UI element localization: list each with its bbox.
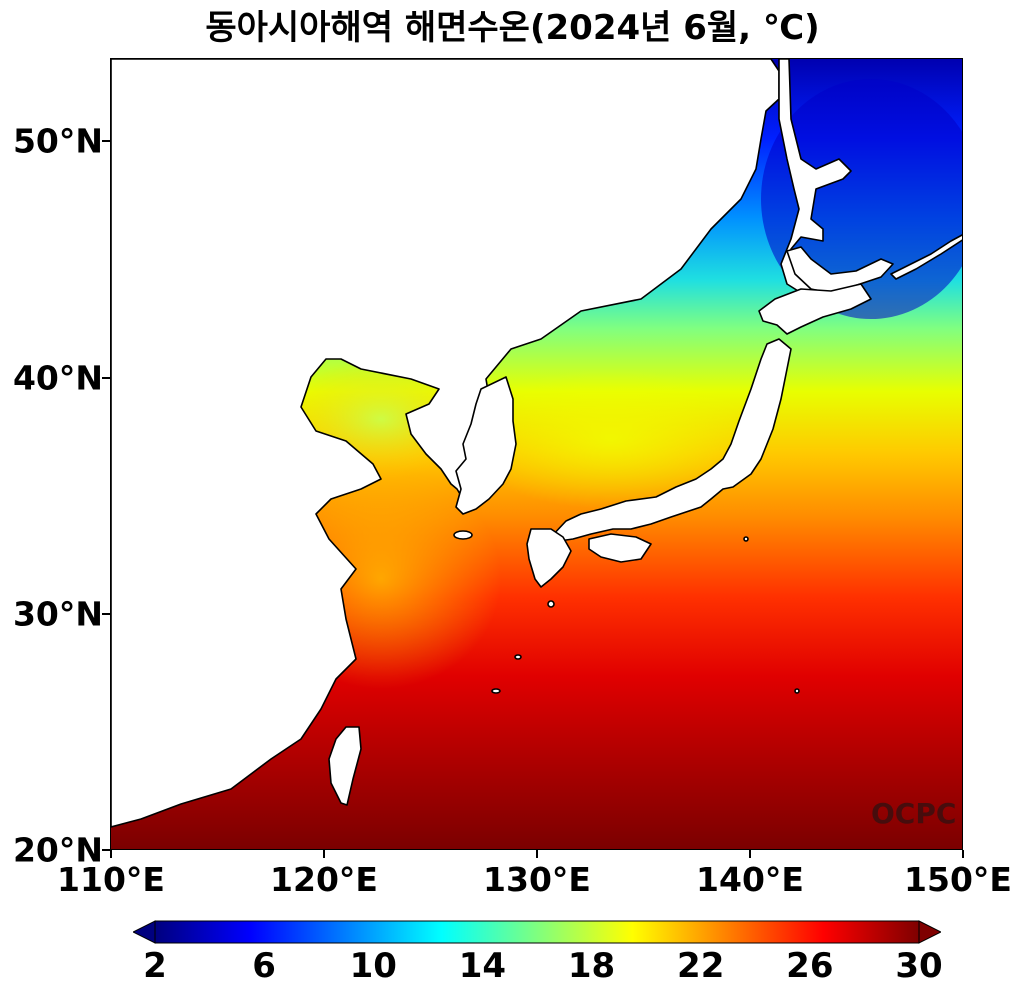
x-tick-130 <box>536 850 538 858</box>
x-tick-150 <box>962 850 964 858</box>
y-tick-label-40n: 40°N <box>12 358 103 398</box>
jeju-island <box>453 530 473 540</box>
sst-map-svg: OCPC <box>111 59 962 849</box>
land-masses <box>111 59 962 828</box>
y-tick-20 <box>102 849 110 851</box>
ogasawara-island <box>794 688 800 694</box>
y-tick-30 <box>102 613 110 615</box>
y-tick-label-30n: 30°N <box>12 594 103 634</box>
korean-peninsula <box>455 376 517 515</box>
x-tick-120 <box>323 850 325 858</box>
kuril-islands <box>890 234 962 280</box>
ryukyu-island-3 <box>547 600 555 608</box>
x-tick-label-110e: 110°E <box>57 860 165 899</box>
colorbar-tick-label: 2 <box>143 946 167 986</box>
hokkaido-main <box>758 283 872 335</box>
x-tick-label-120e: 120°E <box>270 860 378 899</box>
colorbar-min-extend <box>133 920 156 944</box>
ocpc-logo: OCPC <box>871 797 956 830</box>
y-tick-50 <box>102 140 110 142</box>
east-sea-area <box>461 369 761 509</box>
colorbar-max-extend <box>918 920 941 944</box>
colorbar-tick-label: 18 <box>567 946 616 986</box>
colorbar-tick-label: 10 <box>349 946 397 986</box>
y-tick-label-50n: 50°N <box>12 121 103 161</box>
ryukyu-island-2 <box>514 654 522 660</box>
sst-map: OCPC <box>110 58 963 850</box>
y-tick-label-20n: 20°N <box>12 830 103 870</box>
map-title: 동아시아해역 해면수온(2024년 6월, ℃) <box>205 8 820 48</box>
colorbar-tick-label: 22 <box>677 946 725 986</box>
x-tick-140 <box>749 850 751 858</box>
izu-island <box>743 536 749 542</box>
colorbar-tick-label: 30 <box>895 946 943 986</box>
colorbar-tick-label: 6 <box>252 946 276 986</box>
colorbar <box>133 920 941 944</box>
x-tick-label-140e: 140°E <box>696 860 804 899</box>
x-tick-110 <box>110 850 112 858</box>
kyushu <box>526 528 572 588</box>
colorbar-tick-label: 14 <box>458 946 507 986</box>
asian-mainland <box>111 59 780 828</box>
x-tick-label-130e: 130°E <box>483 860 591 899</box>
honshu <box>550 338 792 542</box>
x-tick-label-150e: 150°E <box>904 860 1012 899</box>
taiwan <box>328 726 362 806</box>
shikoku <box>588 533 652 563</box>
colorbar-tick-label: 26 <box>786 946 834 986</box>
y-tick-40 <box>102 377 110 379</box>
ryukyu-island-1 <box>491 688 501 694</box>
colorbar-body <box>154 920 920 944</box>
